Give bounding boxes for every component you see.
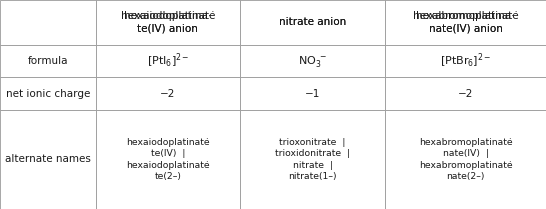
Bar	[385, 45, 546, 77]
Bar	[240, 0, 385, 45]
Text: formula: formula	[27, 56, 68, 66]
Text: $[\mathrm{PtBr}_6]^{2-}$: $[\mathrm{PtBr}_6]^{2-}$	[440, 52, 491, 70]
Bar	[96, 77, 240, 110]
Bar	[0, 0, 96, 45]
Text: −2: −2	[458, 89, 473, 98]
Bar	[96, 45, 240, 77]
Text: trioxonitrate  |
trioxidonitrate  |
nitrate  |
nitrate(1–): trioxonitrate | trioxidonitrate | nitrat…	[275, 138, 350, 181]
Bar	[240, 110, 385, 209]
Text: alternate names: alternate names	[5, 154, 91, 164]
Bar	[0, 45, 96, 77]
Bar	[385, 0, 546, 45]
Bar	[0, 110, 96, 209]
Text: hexaiodoplatina·
te(IV) anion: hexaiodoplatina· te(IV) anion	[124, 11, 211, 34]
Text: hexabromoplatina·
nate(IV) anion: hexabromoplatina· nate(IV) anion	[416, 11, 515, 34]
Text: $\mathrm{NO}_3^{\ -}$: $\mathrm{NO}_3^{\ -}$	[298, 54, 327, 69]
Bar	[96, 0, 240, 45]
Text: hexabromoplatinatė
nate(IV) anion: hexabromoplatinatė nate(IV) anion	[413, 11, 518, 34]
Bar	[96, 110, 240, 209]
Text: hexabromoplatinatė
nate(IV)  |
hexabromoplatinatė
nate(2–): hexabromoplatinatė nate(IV) | hexabromo…	[419, 138, 512, 181]
Bar	[240, 77, 385, 110]
Bar	[240, 45, 385, 77]
Text: hexaiodoplatinatė
te(IV) anion: hexaiodoplatinatė te(IV) anion	[121, 11, 215, 34]
Text: nitrate anion: nitrate anion	[279, 18, 346, 27]
Bar	[385, 110, 546, 209]
Text: −2: −2	[160, 89, 176, 98]
Text: net ionic charge: net ionic charge	[5, 89, 90, 98]
Bar	[0, 77, 96, 110]
Text: nitrate anion: nitrate anion	[279, 18, 346, 27]
Text: −1: −1	[305, 89, 321, 98]
Text: hexaiodoplatinatė
te(IV)  |
hexaiodoplatinatė
te(2–): hexaiodoplatinatė te(IV) | hexaiodoplat…	[126, 138, 210, 181]
Text: $[\mathrm{PtI}_6]^{2-}$: $[\mathrm{PtI}_6]^{2-}$	[146, 52, 189, 70]
Bar	[385, 77, 546, 110]
